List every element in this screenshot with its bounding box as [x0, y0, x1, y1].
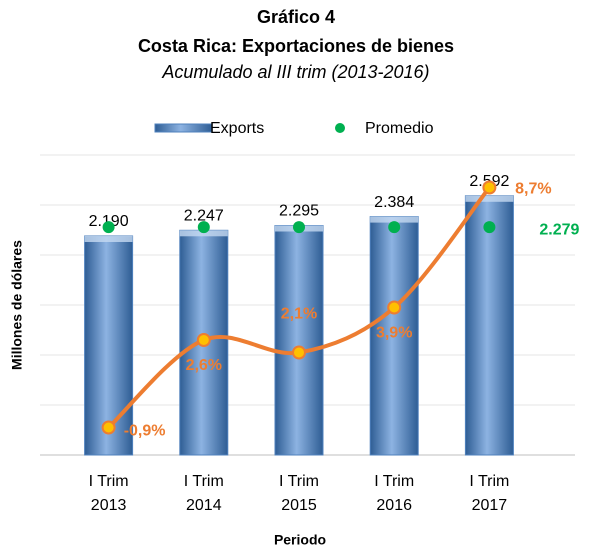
data-label: 2.247: [184, 208, 224, 225]
line-point: [292, 345, 306, 360]
legend-label: Exports: [210, 120, 264, 137]
bar: [274, 225, 324, 456]
x-tick-label: 2017: [472, 497, 508, 514]
bar: [84, 235, 134, 456]
data-label: 2.279: [539, 221, 579, 238]
legend-swatch: [335, 123, 345, 133]
chart-title: Gráfico 4: [257, 7, 335, 27]
data-label: 3,9%: [376, 325, 412, 342]
chart-subtitle: Acumulado al III trim (2013-2016): [161, 62, 429, 82]
x-tick-label: 2014: [186, 497, 222, 514]
dot: [293, 221, 305, 234]
x-tick-label: 2013: [91, 497, 127, 514]
chart-subtitle: Costa Rica: Exportaciones de bienes: [138, 36, 454, 56]
x-tick-label: I Trim: [279, 473, 319, 490]
data-label: 2.295: [279, 203, 319, 220]
data-label: 2,1%: [281, 306, 317, 323]
bar: [464, 195, 514, 456]
x-tick-label: I Trim: [374, 473, 414, 490]
x-tick-label: 2015: [281, 497, 317, 514]
x-tick-label: I Trim: [469, 473, 509, 490]
dot: [388, 221, 401, 234]
dot: [483, 221, 496, 234]
x-tick-label: I Trim: [184, 473, 224, 490]
bar-top: [370, 216, 419, 223]
bar-top: [179, 230, 228, 237]
x-tick-label: I Trim: [89, 473, 129, 490]
bar-top: [465, 195, 514, 202]
line-point: [101, 420, 116, 435]
bar-top: [84, 236, 133, 242]
line-point: [196, 333, 211, 347]
x-tick-label: 2016: [376, 497, 412, 514]
y-axis-label: Millones de dólares: [9, 240, 25, 370]
dot: [197, 221, 210, 234]
bar: [369, 216, 419, 456]
data-label: 2.384: [374, 194, 414, 211]
line-point: [387, 300, 402, 315]
data-label: 8,7%: [515, 181, 551, 198]
data-label: 2,6%: [186, 357, 222, 374]
x-axis-label: Periodo: [274, 532, 326, 548]
dot: [102, 221, 115, 234]
legend-swatch: [154, 123, 213, 133]
line-point: [482, 180, 497, 195]
legend-label: Promedio: [365, 120, 434, 137]
data-label: -0,9%: [124, 423, 166, 440]
